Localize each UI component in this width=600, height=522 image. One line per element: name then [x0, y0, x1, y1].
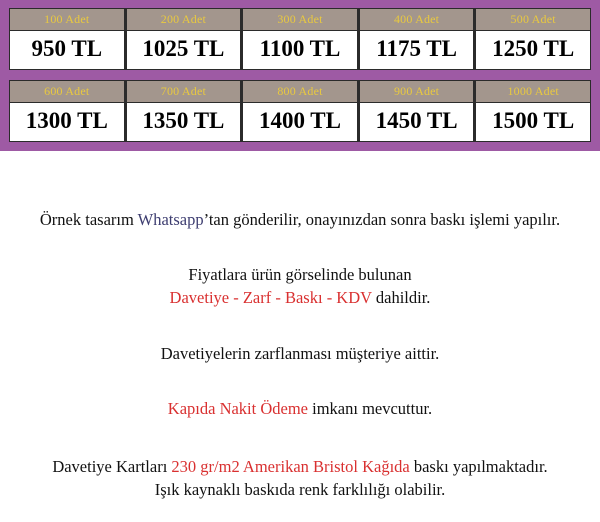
note-envelope: Davetiyelerin zarflanması müşteriye aitt…: [6, 342, 594, 365]
price-column: 500 Adet 1250 TL: [476, 9, 590, 69]
price-value: 1400 TL: [243, 102, 357, 141]
note-line: Davetiyelerin zarflanması müşteriye aitt…: [160, 343, 440, 363]
note-line: Işık kaynaklı baskıda renk farklılığı ol…: [154, 480, 446, 500]
quantity-header: 800 Adet: [243, 80, 357, 103]
price-value: 1500 TL: [476, 102, 590, 141]
quantity-header: 1000 Adet: [476, 80, 590, 103]
quantity-header: 200 Adet: [126, 9, 241, 31]
note-text: imkanı mevcuttur.: [308, 399, 433, 419]
note-line: Kapıda Nakit Ödeme imkanı mevcuttur.: [6, 397, 594, 420]
note-paper-type: Davetiye Kartları 230 gr/m2 Amerikan Bri…: [6, 455, 594, 502]
quantity-header: 500 Adet: [476, 9, 590, 31]
quantity-header: 400 Adet: [359, 9, 474, 31]
price-value: 1250 TL: [476, 31, 590, 69]
note-line: Davetiye - Zarf - Baskı - KDV dahildir.: [6, 286, 594, 309]
quantity-header: 100 Adet: [10, 9, 124, 31]
price-value: 1175 TL: [359, 31, 474, 69]
price-column: 700 Adet 1350 TL: [126, 80, 241, 141]
note-text: Örnek tasarım: [39, 209, 138, 229]
price-column: 1000 Adet 1500 TL: [476, 80, 590, 141]
quantity-header: 900 Adet: [359, 80, 474, 103]
price-value: 950 TL: [10, 31, 124, 69]
notes-section: Örnek tasarım Whatsapp’tan gönderilir, o…: [0, 208, 600, 502]
price-value: 1025 TL: [126, 31, 241, 69]
price-value: 1100 TL: [243, 31, 357, 69]
price-column: 200 Adet 1025 TL: [126, 9, 241, 69]
price-table-panel: 100 Adet 950 TL 200 Adet 1025 TL 300 Ade…: [0, 0, 600, 151]
price-table-row-2: 600 Adet 1300 TL 700 Adet 1350 TL 800 Ad…: [9, 79, 591, 142]
note-text: ’tan gönderilir, onayınızdan sonra baskı…: [203, 209, 561, 229]
price-column: 600 Adet 1300 TL: [10, 80, 124, 141]
price-column: 100 Adet 950 TL: [10, 9, 124, 69]
price-column: 800 Adet 1400 TL: [243, 80, 357, 141]
note-whatsapp: Örnek tasarım Whatsapp’tan gönderilir, o…: [6, 208, 594, 231]
price-column: 400 Adet 1175 TL: [359, 9, 474, 69]
price-value: 1350 TL: [126, 102, 241, 141]
price-table-row-1: 100 Adet 950 TL 200 Adet 1025 TL 300 Ade…: [9, 8, 591, 70]
note-line: Fiyatlara ürün görselinde bulunan: [188, 264, 412, 284]
note-text: Davetiye Kartları: [52, 456, 172, 476]
note-line: Davetiye Kartları 230 gr/m2 Amerikan Bri…: [6, 455, 594, 478]
note-text: baskı yapılmaktadır.: [409, 456, 548, 476]
note-line: Örnek tasarım Whatsapp’tan gönderilir, o…: [6, 208, 594, 231]
price-value: 1300 TL: [10, 102, 124, 141]
paper-type-highlight: 230 gr/m2 Amerikan Bristol Kağıda: [171, 456, 410, 476]
quantity-header: 700 Adet: [126, 80, 241, 103]
cash-payment-highlight: Kapıda Nakit Ödeme: [167, 399, 308, 419]
quantity-header: 600 Adet: [10, 80, 124, 103]
note-included-items: Fiyatlara ürün görselinde bulunan Daveti…: [6, 263, 594, 310]
whatsapp-highlight: Whatsapp: [137, 209, 204, 229]
price-value: 1450 TL: [359, 102, 474, 141]
price-column: 900 Adet 1450 TL: [359, 80, 474, 141]
note-cash-payment: Kapıda Nakit Ödeme imkanı mevcuttur.: [6, 397, 594, 420]
quantity-header: 300 Adet: [243, 9, 357, 31]
note-text: dahildir.: [371, 288, 431, 308]
price-column: 300 Adet 1100 TL: [243, 9, 357, 69]
included-items-highlight: Davetiye - Zarf - Baskı - KDV: [169, 288, 372, 308]
